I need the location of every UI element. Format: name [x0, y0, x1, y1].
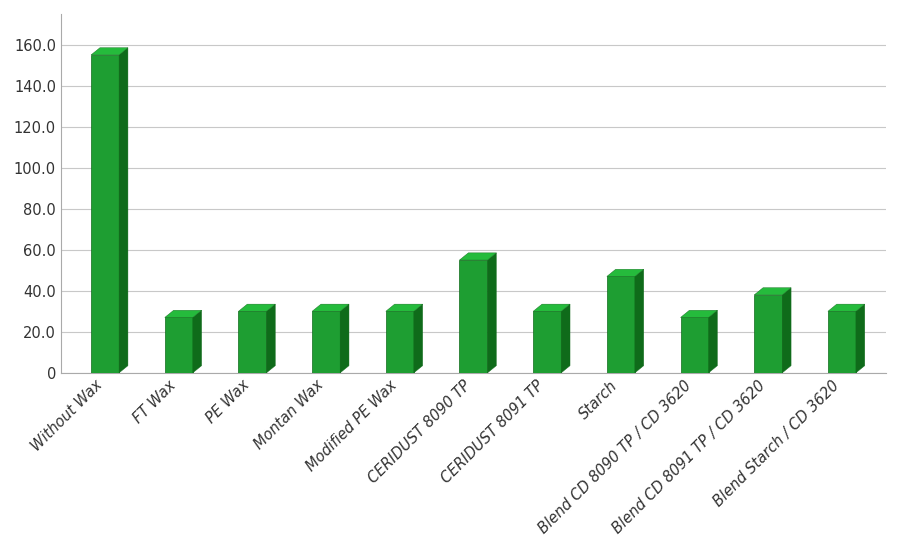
Polygon shape	[708, 310, 717, 373]
Polygon shape	[828, 304, 865, 311]
Polygon shape	[238, 304, 275, 311]
Polygon shape	[607, 277, 634, 373]
Polygon shape	[119, 48, 128, 373]
Polygon shape	[340, 304, 349, 373]
Polygon shape	[754, 288, 791, 295]
Polygon shape	[533, 311, 562, 373]
Polygon shape	[828, 311, 856, 373]
Polygon shape	[165, 317, 193, 373]
Polygon shape	[193, 310, 202, 373]
Polygon shape	[460, 253, 496, 260]
Polygon shape	[312, 311, 340, 373]
Polygon shape	[856, 304, 865, 373]
Polygon shape	[634, 270, 644, 373]
Polygon shape	[312, 304, 349, 311]
Polygon shape	[782, 288, 791, 373]
Polygon shape	[414, 304, 423, 373]
Polygon shape	[680, 310, 717, 317]
Polygon shape	[754, 295, 782, 373]
Polygon shape	[680, 317, 708, 373]
Polygon shape	[533, 304, 570, 311]
Polygon shape	[238, 311, 266, 373]
Polygon shape	[460, 260, 488, 373]
Polygon shape	[607, 270, 644, 277]
Polygon shape	[488, 253, 496, 373]
Polygon shape	[562, 304, 570, 373]
Polygon shape	[386, 311, 414, 373]
Polygon shape	[91, 55, 119, 373]
Polygon shape	[165, 310, 202, 317]
Polygon shape	[386, 304, 423, 311]
Polygon shape	[266, 304, 275, 373]
Polygon shape	[91, 48, 128, 55]
